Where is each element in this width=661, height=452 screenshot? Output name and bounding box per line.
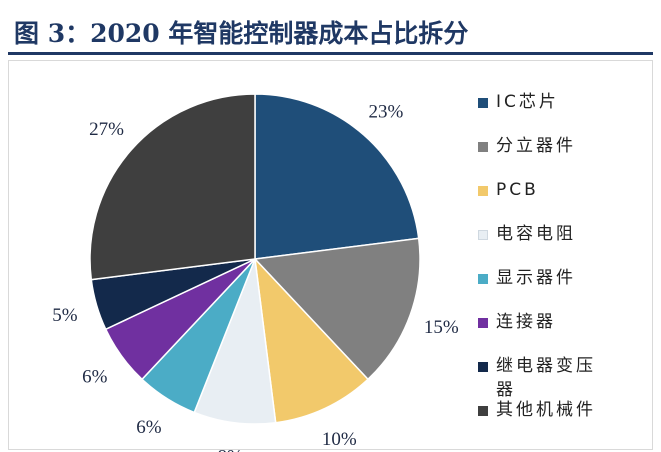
pie-slice: [254, 93, 420, 260]
legend-label: PCB: [496, 180, 539, 200]
legend-swatch: [478, 98, 488, 108]
legend-label: 电容电阻: [496, 224, 576, 244]
legend-item: 电容电阻: [478, 222, 653, 246]
legend-item: PCB: [478, 178, 653, 202]
legend-swatch: [478, 142, 488, 152]
slice-percent-label: 8%: [218, 446, 244, 452]
legend-swatch: [478, 318, 488, 328]
legend-swatch: [478, 362, 488, 372]
pie-slice: [253, 256, 370, 424]
title-bar: 图 3：2020 年智能控制器成本占比拆分: [8, 4, 653, 55]
page-title: 图 3：2020 年智能控制器成本占比拆分: [14, 19, 469, 48]
slice-percent-label: 10%: [322, 429, 357, 450]
pie-slice: [253, 237, 421, 381]
slice-percent-label: 15%: [424, 317, 459, 338]
legend-item: 分立器件: [478, 134, 653, 158]
legend-swatch: [478, 186, 488, 196]
slice-percent-label: 6%: [82, 366, 108, 387]
slice-percent-label: 23%: [369, 101, 404, 122]
pie-labels: 23% 15% 10% 8% 6% 6% 5% 27%: [52, 101, 459, 452]
legend-label: 继电器变压器: [496, 356, 596, 400]
pie-slices: [89, 93, 421, 425]
legend-label: 显示器件: [496, 268, 576, 288]
legend-swatch: [478, 230, 488, 240]
legend-label: IC芯片: [496, 92, 559, 112]
legend-label: 其他机械件: [496, 400, 596, 420]
slice-percent-label: 5%: [52, 305, 78, 326]
legend-item: 连接器: [478, 310, 653, 334]
pie-slice: [89, 93, 256, 281]
slice-percent-label: 6%: [136, 417, 162, 438]
legend-item: 继电器变压器: [478, 354, 653, 402]
legend-item: 显示器件: [478, 266, 653, 290]
legend-label: 连接器: [496, 312, 556, 332]
legend-label: 分立器件: [496, 136, 576, 156]
legend-swatch: [478, 274, 488, 284]
slice-percent-label: 27%: [89, 119, 124, 140]
legend-item: IC芯片: [478, 90, 653, 114]
chart-frame: [8, 60, 653, 450]
legend-swatch: [478, 406, 488, 416]
legend-item: 其他机械件: [478, 398, 653, 422]
